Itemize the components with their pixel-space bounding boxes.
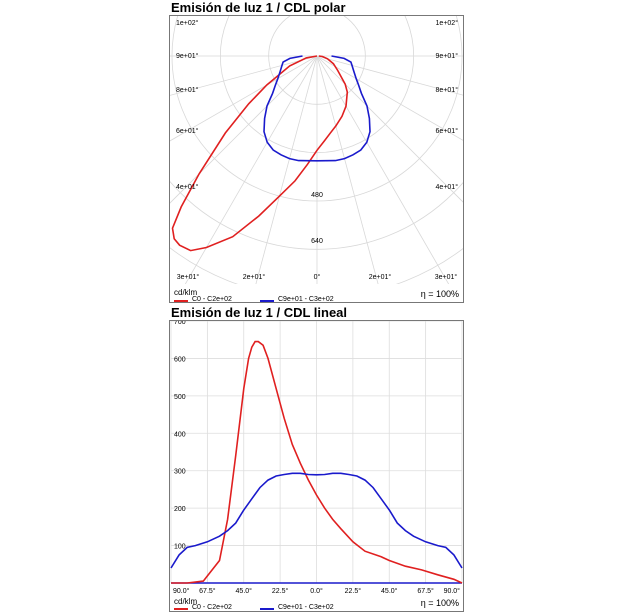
polar-legend-c0: C0 - C2e+02 <box>192 296 232 303</box>
linear-y-tick-label: 600 <box>174 356 186 363</box>
linear-x-tick-label: 0.0° <box>310 587 323 595</box>
polar-angle-label-left: 4e+01° <box>176 183 199 191</box>
linear-efficiency-label: η = 100% <box>420 598 459 608</box>
polar-series-0 <box>171 55 349 252</box>
polar-bottom-label: 2e+01° <box>243 273 266 281</box>
polar-efficiency-label: η = 100% <box>420 289 459 299</box>
linear-series-1 <box>170 472 463 569</box>
linear-chart-svg: 100 200 300 400 500 600 700 90.0° 67.5° 45.0° 22.5… <box>170 321 463 595</box>
linear-y-tick-label: 300 <box>174 469 186 476</box>
linear-chart-footer: cd/klm η = 100% <box>170 595 463 611</box>
polar-series-1 <box>263 55 371 162</box>
polar-chart-footer: cd/klm η = 100% <box>170 286 463 302</box>
polar-bottom-label: 2e+01° <box>369 273 392 281</box>
polar-angle-label-right: 4e+01° <box>436 183 459 191</box>
linear-y-tick-label: 100 <box>174 544 186 551</box>
polar-angle-label-right: 1e+02° <box>436 19 459 27</box>
polar-grid-spoke <box>170 55 318 142</box>
polar-angle-label-left: 6e+01° <box>176 127 199 135</box>
linear-unit-label: cd/klm <box>174 597 198 606</box>
polar-grid-spoke <box>170 55 318 96</box>
polar-legend-c90: C9e+01 - C3e+02 <box>278 296 334 303</box>
polar-grid-ring <box>170 180 463 250</box>
polar-bottom-label: 3e+01° <box>177 273 200 281</box>
linear-y-tick-label: 500 <box>174 394 186 401</box>
polar-grid-spoke <box>316 55 379 284</box>
linear-y-tick-label: 200 <box>174 506 186 513</box>
linear-chart-panel: 100 200 300 400 500 600 700 90.0° 67.5° 45.0° 22.5… <box>169 320 464 612</box>
polar-radial-label: 480 <box>311 192 323 199</box>
linear-series-0 <box>171 340 463 584</box>
polar-angle-label-left: 8e+01° <box>176 86 199 94</box>
linear-x-tick-label: 45.0° <box>381 587 398 595</box>
linear-x-tick-label: 90.0° <box>173 587 190 595</box>
polar-legend-swatch-c90 <box>260 300 274 302</box>
polar-bottom-label: 3e+01° <box>435 273 458 281</box>
polar-angle-label-right: 8e+01° <box>436 86 459 94</box>
polar-angle-label-right: 9e+01° <box>436 52 459 60</box>
linear-legend-c90: C9e+01 - C3e+02 <box>278 604 334 611</box>
linear-grid <box>170 321 463 583</box>
polar-grid <box>170 16 463 284</box>
linear-x-tick-label: 67.5° <box>199 587 216 595</box>
polar-grid-spoke <box>316 55 463 203</box>
polar-grid-spoke <box>316 55 450 284</box>
linear-legend-c0: C0 - C2e+02 <box>192 604 232 611</box>
linear-chart-title: Emisión de luz 1 / CDL lineal <box>171 305 348 320</box>
linear-x-tick-label: 90.0° <box>444 587 461 595</box>
linear-y-tick-label: 400 <box>174 431 186 438</box>
polar-angle-label-left: 1e+02° <box>176 19 199 27</box>
linear-x-tick-label: 22.5° <box>345 587 362 595</box>
linear-legend-swatch-c0 <box>174 608 188 610</box>
linear-legend-swatch-c90 <box>260 608 274 610</box>
polar-bottom-label: 0° <box>314 273 321 281</box>
linear-x-tick-label: 22.5° <box>272 587 289 595</box>
polar-grid-spoke <box>316 55 463 141</box>
polar-legend-swatch-c0 <box>174 300 188 302</box>
linear-y-tick-label: 700 <box>174 321 186 326</box>
polar-angle-label-right: 6e+01° <box>436 127 459 135</box>
linear-x-tick-label: 67.5° <box>417 587 434 595</box>
polar-chart-panel: 1e+02° 9e+01° 8e+01° 6e+01° 4e+01° 1e+02° 9e+0… <box>169 15 464 303</box>
polar-chart-title: Emisión de luz 1 / CDL polar <box>171 0 346 15</box>
polar-radial-label: 640 <box>311 238 323 245</box>
polar-unit-label: cd/klm <box>174 288 198 297</box>
linear-x-tick-label: 45.0° <box>236 587 253 595</box>
polar-grid-spoke <box>316 55 463 96</box>
polar-angle-label-left: 9e+01° <box>176 52 199 60</box>
polar-grid-spoke <box>170 55 318 204</box>
polar-chart-svg: 1e+02° 9e+01° 8e+01° 6e+01° 4e+01° 1e+02° 9e+0… <box>170 16 463 284</box>
polar-grid-spoke <box>184 55 318 284</box>
